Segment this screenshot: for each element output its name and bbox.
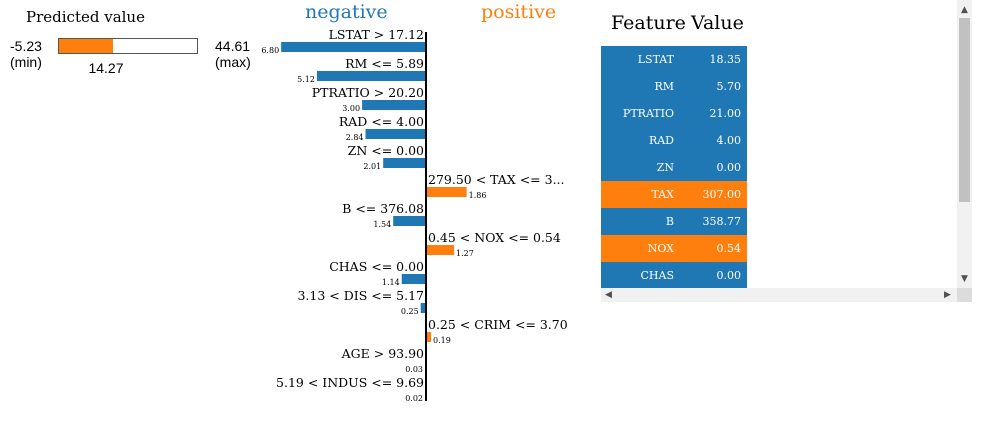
- table-row: RM 5.70: [601, 73, 747, 100]
- predicted-max-label: (max): [215, 54, 251, 70]
- contribution-bar: [420, 303, 426, 313]
- table-row: NOX 0.54: [601, 235, 747, 262]
- contribution-value: 1.54: [373, 220, 391, 229]
- scroll-left-icon[interactable]: ◀: [605, 290, 612, 300]
- header-feature: Feature: [611, 12, 686, 34]
- contribution-value: 1.27: [456, 249, 474, 258]
- feature-cell: CHAS: [640, 269, 675, 282]
- value-cell: 358.77: [702, 215, 742, 228]
- contribution-value: 2.01: [363, 162, 381, 171]
- feature-label: ZN <= 0.00: [348, 143, 424, 158]
- value-cell: 5.70: [716, 80, 742, 93]
- feature-label: RM <= 5.89: [345, 56, 424, 71]
- predicted-min-value: -5.23: [10, 38, 42, 54]
- contribution-bar: [401, 274, 426, 284]
- feature-cell: NOX: [647, 242, 674, 255]
- predicted-value: 14.27: [88, 60, 124, 76]
- feature-label: PTRATIO > 20.20: [312, 85, 424, 100]
- predicted-max: 44.61 (max): [215, 38, 251, 70]
- scroll-down-icon[interactable]: ▼: [961, 274, 968, 284]
- feature-label: 5.19 < INDUS <= 9.69: [276, 375, 424, 390]
- scroll-up-icon[interactable]: ▲: [961, 5, 968, 15]
- feature-label: 3.13 < DIS <= 5.17: [297, 288, 424, 303]
- contribution-value: 1.86: [469, 191, 487, 200]
- predicted-min-label: (min): [10, 54, 42, 70]
- feature-label: B <= 376.08: [342, 201, 424, 216]
- contribution-bar: [383, 158, 426, 168]
- contribution-value: 0.19: [433, 336, 451, 345]
- value-cell: 21.00: [709, 107, 742, 120]
- feature-label: CHAS <= 0.00: [329, 259, 424, 274]
- contribution-bar: [427, 187, 467, 197]
- feature-cell: RM: [654, 80, 674, 93]
- table-row: PTRATIO 21.00: [601, 100, 747, 127]
- contribution-value: 6.80: [261, 46, 279, 55]
- feature-cell: TAX: [651, 188, 674, 201]
- contribution-bar: [427, 332, 432, 342]
- table-row: RAD 4.00: [601, 127, 747, 154]
- contribution-value: 2.84: [346, 133, 364, 142]
- table-row: CHAS 0.00: [601, 262, 747, 289]
- feature-label: 279.50 < TAX <= 3...: [428, 172, 565, 187]
- table-row: ZN 0.00: [601, 154, 747, 181]
- contribution-bar: [316, 71, 426, 81]
- table-row: TAX 307.00: [601, 181, 747, 208]
- legend-negative: negative: [305, 1, 388, 23]
- feature-label: LSTAT > 17.12: [329, 27, 424, 42]
- contribution-bar: [365, 129, 426, 139]
- feature-cell: PTRATIO: [622, 107, 674, 120]
- contribution-bar: [393, 216, 426, 226]
- vertical-scrollbar[interactable]: ▲ ▼: [957, 0, 972, 288]
- value-cell: 0.00: [716, 269, 742, 282]
- contribution-value: 1.14: [382, 278, 400, 287]
- header-value: Value: [691, 12, 744, 34]
- feature-label: AGE > 93.90: [341, 346, 424, 361]
- feature-cell: ZN: [656, 161, 674, 174]
- value-cell: 307.00: [702, 188, 742, 201]
- scrollbar-corner: [957, 288, 972, 302]
- table-row: B 358.77: [601, 208, 747, 235]
- predicted-min: -5.23 (min): [10, 38, 42, 70]
- feature-label: RAD <= 4.00: [339, 114, 424, 129]
- contribution-value: 0.25: [401, 307, 419, 316]
- feature-label: 0.25 < CRIM <= 3.70: [428, 317, 568, 332]
- value-cell: 0.00: [716, 161, 742, 174]
- predicted-value-title: Predicted value: [26, 8, 145, 26]
- value-cell: 18.35: [709, 53, 742, 66]
- contribution-bar: [427, 245, 455, 255]
- contribution-bar: [281, 42, 426, 52]
- predicted-value-fill: [59, 39, 113, 53]
- legend-positive: positive: [481, 1, 557, 23]
- scroll-right-icon[interactable]: ▶: [944, 290, 951, 300]
- predicted-max-value: 44.61: [215, 38, 251, 54]
- contribution-value: 5.12: [297, 75, 315, 84]
- contribution-value: 3.00: [342, 104, 360, 113]
- feature-cell: B: [665, 215, 674, 228]
- predicted-value-bar: [58, 38, 198, 54]
- value-cell: 0.54: [716, 242, 742, 255]
- table-row: LSTAT 18.35: [601, 46, 747, 73]
- scrollbar-thumb[interactable]: [959, 18, 970, 202]
- feature-label: 0.45 < NOX <= 0.54: [428, 230, 561, 245]
- feature-value-table[interactable]: Feature Value LSTAT 18.35 RM 5.70 PTRATIO 21.…: [601, 0, 970, 300]
- contribution-value: 0.03: [405, 365, 423, 374]
- value-cell: 4.00: [716, 134, 742, 147]
- contribution-value: 0.02: [405, 394, 423, 403]
- contribution-bar: [362, 100, 426, 110]
- feature-cell: LSTAT: [637, 53, 674, 66]
- horizontal-scrollbar[interactable]: ◀ ▶: [601, 288, 957, 302]
- feature-cell: RAD: [648, 134, 674, 147]
